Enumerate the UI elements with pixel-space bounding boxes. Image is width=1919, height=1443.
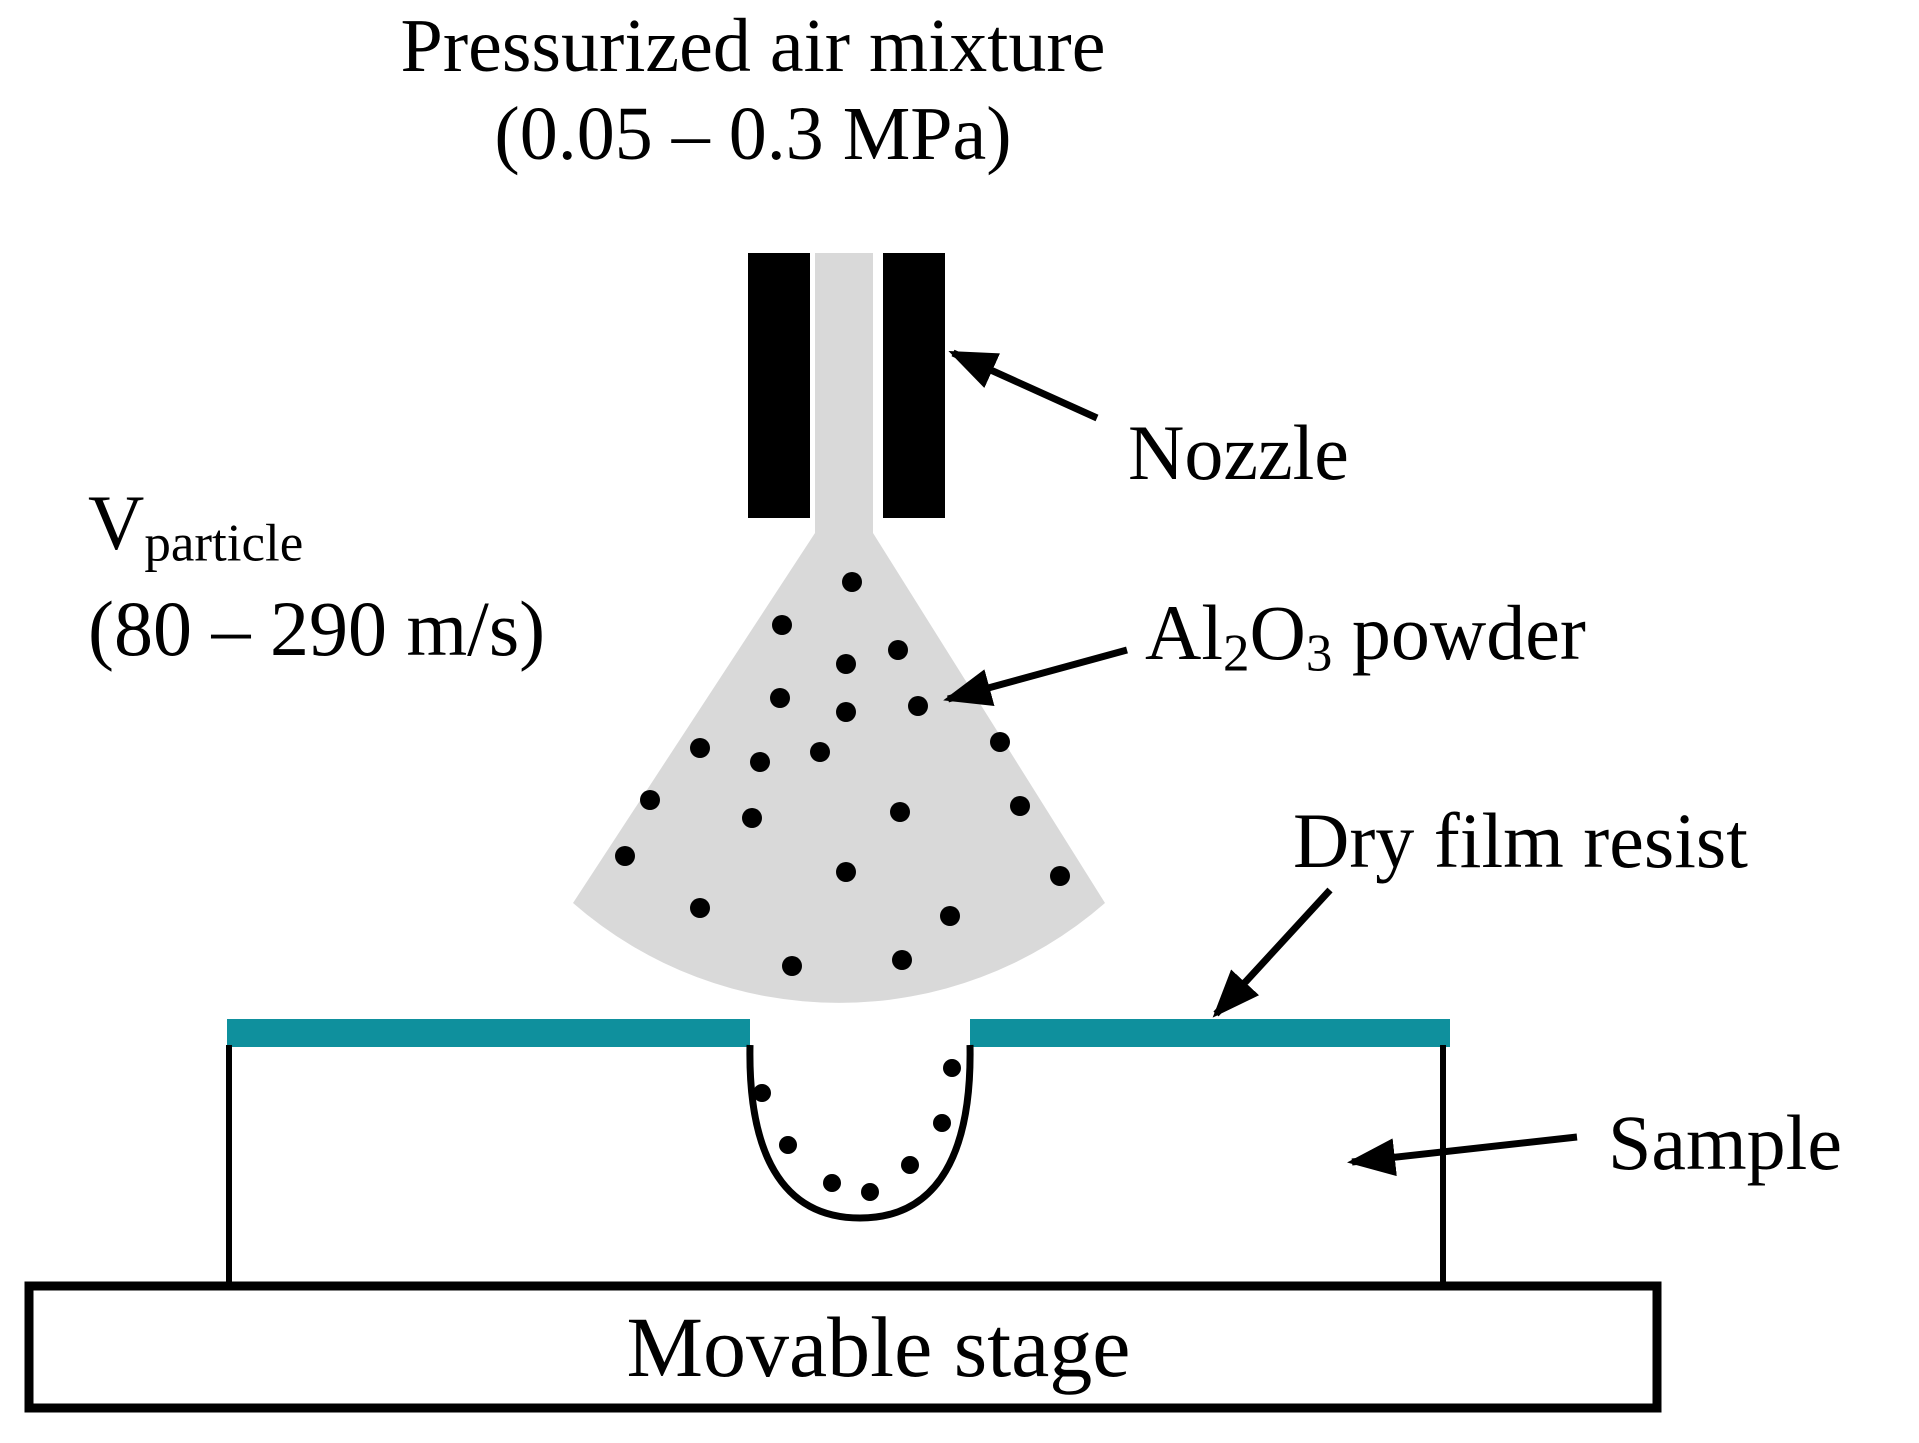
particle-dot [892,950,912,970]
powder-arrow [943,646,1128,706]
etched-groove [746,1044,974,1222]
sample-label: Sample [1608,1099,1842,1186]
nozzle-arrow [948,349,1099,422]
particle-dot [615,846,635,866]
particle-dot [823,1174,841,1192]
particle-dot [908,696,928,716]
resist-layer-right [970,1019,1450,1047]
powder-sub2: 3 [1305,624,1333,683]
pressure-title-line1: Pressurized air mixture [400,4,1106,88]
velocity-symbol: Vparticle [88,470,545,576]
dry-film-label: Dry film resist [1293,797,1748,884]
movable-stage-label: Movable stage [626,1299,1131,1395]
particle-dot [690,738,710,758]
dry-film-arrow [1212,887,1333,1018]
particle-dot [861,1183,879,1201]
particle-dot [888,640,908,660]
particle-dot [836,654,856,674]
nozzle-label: Nozzle [1128,409,1349,496]
pressure-title: Pressurized air mixture (0.05 – 0.3 MPa) [293,2,1213,178]
powder-suffix: powder [1332,589,1586,676]
particle-dot [842,572,862,592]
particle-dot [690,898,710,918]
pressure-title-line2: (0.05 – 0.3 MPa) [494,92,1012,177]
particle-dot [933,1114,951,1132]
particle-dot [1010,796,1030,816]
particle-dot [943,1059,961,1077]
powder-label: Al2O3 powder [1145,589,1586,681]
particle-dot [640,790,660,810]
velocity-base: V [88,479,145,566]
powder-el1: Al [1145,589,1223,676]
particle-dot [810,742,830,762]
groove-particles [753,1059,961,1201]
particle-dot [750,752,770,772]
particle-dot [772,615,792,635]
powder-el2: O [1249,589,1306,676]
velocity-label: Vparticle (80 – 290 m/s) [88,470,545,682]
particle-dot [753,1084,771,1102]
particle-dot [990,732,1010,752]
particle-dot [779,1136,797,1154]
powder-sub1: 2 [1223,624,1250,683]
jet-particles [615,572,1070,976]
air-jet-cone [573,253,1105,1003]
movable-stage-box [24,1281,1662,1413]
particle-dot [836,862,856,882]
particle-dot [890,802,910,822]
nozzle-left-bar [748,253,810,518]
velocity-range: (80 – 290 m/s) [88,585,546,673]
particle-dot [742,808,762,828]
particle-dot [836,702,856,722]
particle-dot [940,906,960,926]
particle-dot [1050,866,1070,886]
resist-layer-left [227,1019,750,1047]
nozzle-right-bar [883,253,945,518]
particle-dot [901,1156,919,1174]
sample-arrow [1347,1133,1578,1177]
particle-dot [770,688,790,708]
particle-dot [782,956,802,976]
velocity-subscript: particle [144,514,304,573]
